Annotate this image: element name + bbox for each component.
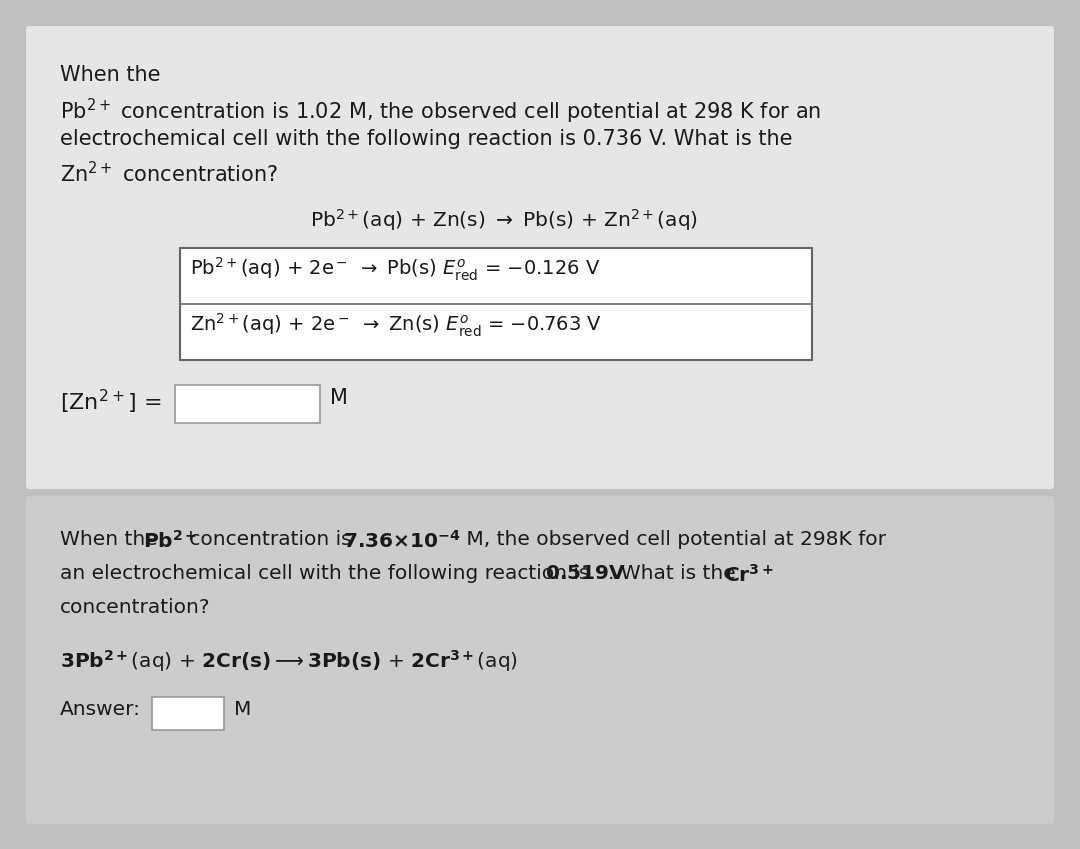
Text: an electrochemical cell with the following reaction is: an electrochemical cell with the followi… <box>60 564 596 583</box>
Text: Pb$^{2+}$(aq) + 2e$^-$ $\rightarrow$ Pb(s) $E^o_{\rm red}$ = $-$0.126 V: Pb$^{2+}$(aq) + 2e$^-$ $\rightarrow$ Pb(… <box>190 256 600 284</box>
Text: M: M <box>234 700 252 719</box>
Text: Zn$^{2+}$ concentration?: Zn$^{2+}$ concentration? <box>60 161 279 186</box>
Bar <box>152 697 224 730</box>
Text: When the: When the <box>60 530 164 549</box>
Bar <box>175 385 320 423</box>
Text: concentration is: concentration is <box>183 530 357 549</box>
Text: Pb$^{2+}$ concentration is 1.02 M, the observed cell potential at 298 K for an: Pb$^{2+}$ concentration is 1.02 M, the o… <box>60 97 821 127</box>
FancyBboxPatch shape <box>26 26 1054 489</box>
Text: Answer:: Answer: <box>60 700 141 719</box>
Text: M: M <box>330 388 348 408</box>
Text: electrochemical cell with the following reaction is 0.736 V. What is the: electrochemical cell with the following … <box>60 129 793 149</box>
Text: $\mathbf{3Pb^{2+}}$(aq) + $\mathbf{2Cr(s)}$$\longrightarrow$$\mathbf{3Pb(s)}$ + : $\mathbf{3Pb^{2+}}$(aq) + $\mathbf{2Cr(s… <box>60 648 518 674</box>
Text: $\left[\mathrm{Zn}^{2+}\right]$ =: $\left[\mathrm{Zn}^{2+}\right]$ = <box>60 388 162 416</box>
FancyBboxPatch shape <box>26 496 1054 824</box>
Text: concentration?: concentration? <box>60 598 211 617</box>
Text: $\mathbf{7.36{\times}10^{-4}}$: $\mathbf{7.36{\times}10^{-4}}$ <box>343 530 461 552</box>
Text: Cr$^{\mathbf{3+}}$: Cr$^{\mathbf{3+}}$ <box>724 564 773 586</box>
Text: Pb$^{\mathbf{2+}}$: Pb$^{\mathbf{2+}}$ <box>143 530 198 552</box>
Text: Zn$^{2+}$(aq) + 2e$^-$ $\rightarrow$ Zn(s) $E^o_{\rm red}$ = $-$0.763 V: Zn$^{2+}$(aq) + 2e$^-$ $\rightarrow$ Zn(… <box>190 312 602 340</box>
Bar <box>180 248 812 360</box>
Text: When the: When the <box>60 65 161 85</box>
Text: M, the observed cell potential at 298K for: M, the observed cell potential at 298K f… <box>460 530 886 549</box>
Text: . What is the: . What is the <box>608 564 742 583</box>
Text: Pb$^{2+}$(aq) + Zn(s) $\rightarrow$ Pb(s) + Zn$^{2+}$(aq): Pb$^{2+}$(aq) + Zn(s) $\rightarrow$ Pb(s… <box>310 207 698 233</box>
Text: $\mathbf{0.519V}$: $\mathbf{0.519V}$ <box>545 564 626 583</box>
